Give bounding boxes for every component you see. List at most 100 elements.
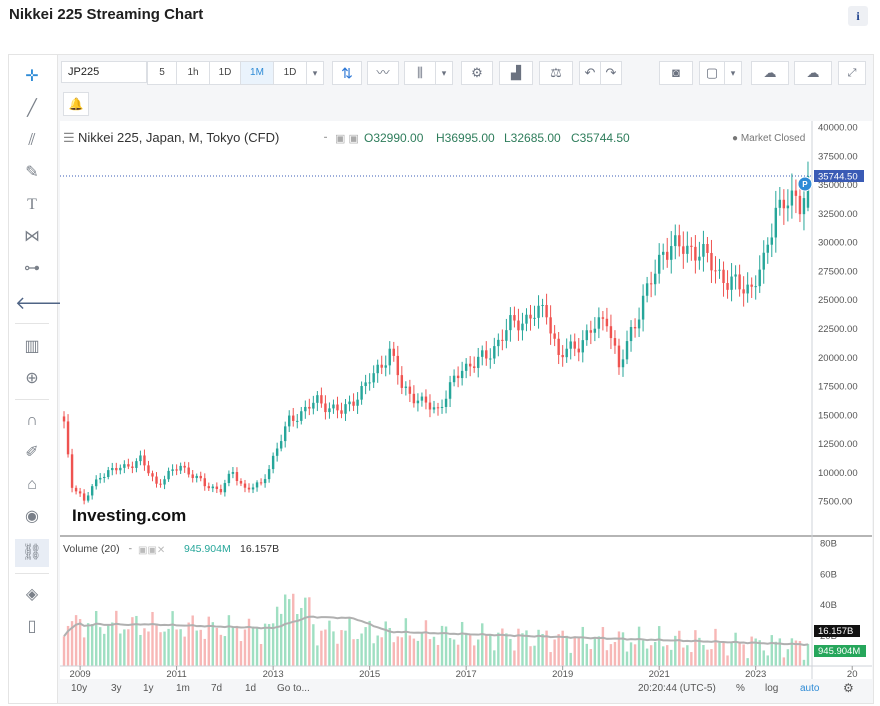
range-7d[interactable]: 7d [211, 683, 222, 694]
volume-bar [275, 606, 279, 666]
lock-drawing-icon[interactable]: ✐ [25, 444, 39, 461]
volume-bar [163, 631, 166, 666]
candle [782, 199, 786, 209]
redo-icon[interactable]: ↷ [600, 61, 622, 85]
volume-bar [718, 642, 721, 666]
range-1d[interactable]: 1d [245, 683, 256, 694]
percent-toggle[interactable]: % [736, 683, 745, 694]
interval-1m[interactable]: 1M [240, 61, 274, 85]
volume-bar [637, 626, 641, 666]
volume-bar [279, 613, 283, 666]
volume-bar [94, 611, 98, 666]
chart-type-dropdown[interactable]: ▾ [435, 61, 453, 85]
chart-settings-icon[interactable]: ⚙ [843, 681, 854, 695]
range-10y[interactable]: 10y [71, 683, 87, 694]
symbol-input[interactable]: JP225 [61, 61, 147, 83]
measure-icon[interactable]: ⊶ [24, 260, 40, 277]
candle [714, 270, 717, 272]
camera-icon[interactable]: ◙ [659, 61, 693, 85]
candle [312, 402, 315, 409]
line-chart-icon[interactable]: 〰 [367, 61, 399, 85]
chart-area[interactable]: 40000.00 37500.00 35000.00 32500.00 30000.00… [60, 121, 872, 695]
fib-icon[interactable]: ⫽ [28, 132, 36, 149]
volume-bar [609, 644, 613, 666]
volume-bar [312, 624, 315, 666]
volume-bar [468, 635, 472, 666]
indicators-chart-icon[interactable]: ▟ [499, 61, 533, 85]
candle [653, 273, 657, 285]
eye-icon[interactable]: ◉ [25, 508, 39, 525]
trash-icon[interactable]: ▯ [27, 618, 37, 635]
volume-bar [428, 639, 432, 666]
time-tick-label: 2023 [745, 669, 766, 680]
candle [183, 465, 186, 468]
candle [223, 483, 227, 493]
interval-dropdown[interactable]: ▾ [306, 61, 324, 85]
volume-bar [159, 632, 162, 666]
volume-bar [300, 607, 303, 666]
brush-icon[interactable]: ✎ [25, 164, 39, 181]
chart-svg[interactable]: 40000.00 37500.00 35000.00 32500.00 30000.00… [60, 121, 872, 695]
bars-icon[interactable]: ⫼ [404, 61, 436, 85]
layout-dropdown[interactable]: ▾ [724, 61, 742, 85]
volume-bar [62, 636, 66, 666]
candle [155, 476, 158, 484]
volume-bar [485, 635, 488, 666]
volume-bar [99, 627, 102, 666]
interval-1d[interactable]: 1D [209, 61, 241, 85]
candle [384, 365, 387, 368]
interval-5[interactable]: 5 [147, 61, 177, 85]
candles-icon[interactable]: ⇅ [332, 61, 362, 85]
volume-bar [316, 645, 319, 666]
zoom-in-icon[interactable]: ⊕ [25, 370, 39, 387]
volume-bar [207, 616, 210, 666]
volume-bar [489, 634, 492, 666]
candle [581, 340, 584, 353]
candle [279, 441, 283, 449]
volume-bar [553, 639, 556, 666]
cloud-load-icon[interactable]: ☁ [751, 61, 789, 85]
volume-bar [70, 621, 74, 666]
candle [674, 235, 677, 247]
magnet-icon[interactable]: ∩ [26, 412, 38, 429]
candle [340, 410, 343, 414]
volume-bar [215, 627, 219, 666]
expand-icon[interactable]: ⤢ [838, 61, 866, 85]
interval-1d-alt[interactable]: 1D [273, 61, 307, 85]
settings-gear-icon[interactable]: ⚙ [461, 61, 493, 85]
log-toggle[interactable]: log [765, 683, 778, 694]
info-button[interactable]: i [848, 6, 868, 26]
candle [175, 469, 178, 471]
volume-bar [420, 632, 424, 666]
undo-icon[interactable]: ↶ [579, 61, 601, 85]
back-arrow-icon[interactable]: 🡐 [15, 293, 64, 313]
alert-bell-icon[interactable]: 🔔 [63, 92, 89, 116]
volume-bar [666, 645, 669, 666]
crosshair-icon[interactable]: ✛ [25, 68, 39, 85]
layers-icon[interactable]: ◈ [25, 586, 39, 603]
unlock-icon[interactable]: ⌂ [27, 476, 37, 493]
price-tick-label: 27500.00 [818, 266, 858, 277]
indicators-icon[interactable]: ▥ [24, 338, 40, 355]
text-icon[interactable]: T [27, 196, 37, 213]
goto-date[interactable]: Go to... [277, 683, 310, 694]
compare-icon[interactable]: ⚖ [539, 61, 573, 85]
candle [432, 407, 436, 410]
range-1m[interactable]: 1m [176, 683, 190, 694]
auto-toggle[interactable]: auto [800, 683, 820, 694]
cloud-save-icon[interactable]: ☁ [794, 61, 832, 85]
link-icon[interactable]: ⛓ [15, 539, 49, 567]
volume-bar [674, 635, 677, 666]
candle [662, 251, 665, 255]
range-1y[interactable]: 1y [143, 683, 154, 694]
trendline-icon[interactable]: ╱ [27, 100, 37, 117]
range-3y[interactable]: 3y [111, 683, 122, 694]
price-tick-label: 20000.00 [818, 353, 858, 364]
interval-1h[interactable]: 1h [176, 61, 210, 85]
pattern-icon[interactable]: ⋈ [24, 228, 40, 245]
candle [593, 328, 597, 333]
volume-bar [662, 646, 665, 666]
fullscreen-toggle-icon[interactable]: ▢ [699, 61, 725, 85]
volume-bar [541, 633, 544, 666]
volume-bar [762, 650, 765, 666]
